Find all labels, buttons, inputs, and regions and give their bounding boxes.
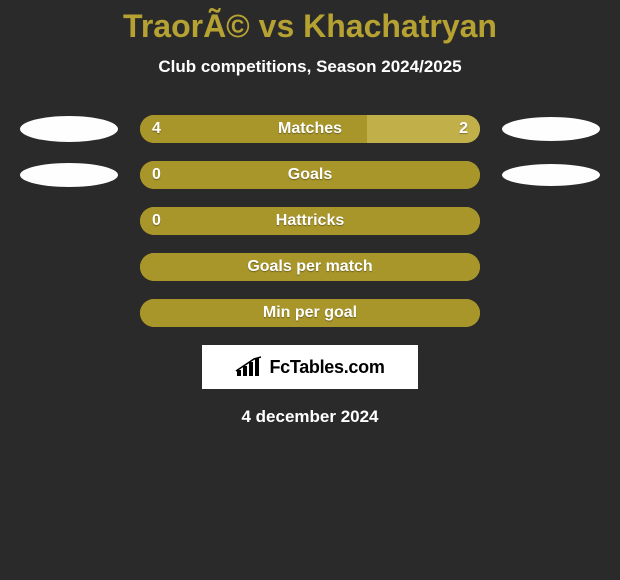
row-photo-slot-right xyxy=(480,161,600,189)
row-photo-slot-left xyxy=(20,161,140,189)
row-photo-slot-left xyxy=(20,299,140,327)
stat-value-left: 4 xyxy=(152,120,161,138)
stat-value-left: 0 xyxy=(152,212,161,230)
stat-label: Goals per match xyxy=(247,258,372,276)
comparison-row: 0 Goals xyxy=(0,161,620,189)
player-photo-left xyxy=(20,163,118,187)
player-photo-right xyxy=(502,117,600,141)
stat-label: Min per goal xyxy=(263,304,357,322)
row-photo-slot-right xyxy=(480,299,600,327)
comparison-row: Goals per match xyxy=(0,253,620,281)
stat-bar: Min per goal xyxy=(140,299,480,327)
comparison-rows: 4 2 Matches 0 Goals 0 Hattricks Goals per match… xyxy=(0,115,620,327)
logo-box: FcTables.com xyxy=(202,345,418,389)
row-photo-slot-right xyxy=(480,207,600,235)
page-title: TraorÃ© vs Khachatryan xyxy=(0,0,620,45)
subtitle: Club competitions, Season 2024/2025 xyxy=(0,57,620,77)
date-caption: 4 december 2024 xyxy=(0,407,620,427)
bar-chart-icon xyxy=(235,356,263,378)
stat-label: Matches xyxy=(278,120,342,138)
stat-bar: 4 2 Matches xyxy=(140,115,480,143)
row-photo-slot-right xyxy=(480,115,600,143)
stat-label: Goals xyxy=(288,166,332,184)
row-photo-slot-right xyxy=(480,253,600,281)
stat-value-left: 0 xyxy=(152,166,161,184)
stat-label: Hattricks xyxy=(276,212,344,230)
stat-bar: 0 Goals xyxy=(140,161,480,189)
comparison-row: 4 2 Matches xyxy=(0,115,620,143)
row-photo-slot-left xyxy=(20,253,140,281)
comparison-row: Min per goal xyxy=(0,299,620,327)
player-photo-right xyxy=(502,164,600,186)
row-photo-slot-left xyxy=(20,115,140,143)
stat-bar: Goals per match xyxy=(140,253,480,281)
player-photo-left xyxy=(20,116,118,142)
stat-bar: 0 Hattricks xyxy=(140,207,480,235)
stat-value-right: 2 xyxy=(459,120,468,138)
logo-text: FcTables.com xyxy=(269,357,384,378)
comparison-row: 0 Hattricks xyxy=(0,207,620,235)
row-photo-slot-left xyxy=(20,207,140,235)
